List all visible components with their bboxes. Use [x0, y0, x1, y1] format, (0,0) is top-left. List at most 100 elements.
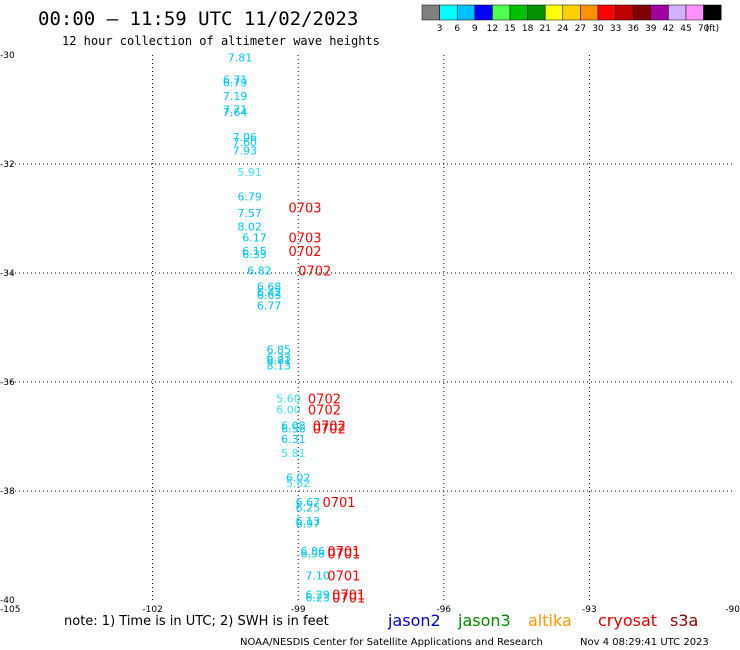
colorbar-label: 21: [539, 24, 550, 34]
colorbar-swatch: [685, 4, 704, 21]
colorbar-unit: (ft): [706, 24, 720, 34]
grid: [7, 55, 735, 600]
colorbar-swatch: [580, 4, 599, 21]
colorbar-swatch: [509, 4, 528, 21]
wave-height-label: 6.33: [267, 351, 292, 364]
y-tick-label: -38: [0, 487, 15, 497]
wave-height-label: 6.79: [223, 76, 248, 89]
colorbar-label: 3: [437, 24, 443, 34]
wave-height-label: 5.62: [286, 477, 311, 490]
x-tick-label: -105: [0, 605, 20, 615]
pass-time-label: 0702: [313, 422, 346, 437]
wave-height-label: 5.81: [281, 447, 306, 460]
legend-entry: jason2: [387, 611, 441, 630]
colorbar-swatch: [703, 4, 722, 21]
wave-height-label: 6.85: [267, 343, 292, 356]
footer-timestamp: Nov 4 08:29:41 UTC 2023: [580, 637, 709, 648]
pass-time-label: 0701: [332, 591, 365, 606]
colorbar-label: 27: [575, 24, 586, 34]
x-tick-label: -90: [725, 605, 740, 615]
x-tick-label: -96: [436, 605, 451, 615]
colorbar-swatch: [632, 4, 652, 21]
y-tick-label: -34: [0, 269, 15, 279]
pass-time-label: 0701: [332, 589, 365, 604]
pass-time-label: 0701: [327, 569, 360, 584]
wave-height-label: 6.86: [301, 545, 326, 558]
wave-height-label: 7.71: [223, 104, 248, 117]
wave-height-label: 6.02: [286, 471, 311, 484]
wave-height-label: 6.17: [242, 232, 267, 245]
wave-height-label: 6.08: [281, 420, 306, 433]
colorbar-label: 15: [504, 24, 515, 34]
colorbar-swatch: [474, 4, 493, 21]
colorbar-label: 36: [627, 24, 639, 34]
legend-entry: jason3: [457, 611, 511, 630]
wave-height-label: 6.97: [296, 518, 321, 531]
wave-height-label: 6.82: [247, 264, 272, 277]
satellite-legend: jason2 jason3 altika cryosat s3a: [387, 611, 698, 630]
colorbar-label: 18: [522, 24, 534, 34]
note-text: note: 1) Time is in UTC; 2) SWH is in fe…: [64, 614, 329, 629]
wave-height-label: 6.23: [305, 591, 330, 604]
wave-height-label: 5.91: [237, 166, 262, 179]
y-tick-label: -30: [0, 51, 15, 61]
wave-height-label: 7.57: [237, 207, 262, 220]
colorbar-swatch: [615, 4, 634, 21]
y-tick-label: -36: [0, 378, 15, 388]
wave-height-label: 7.64: [223, 106, 248, 119]
colorbar-label: 70: [698, 24, 710, 34]
wave-height-label: 6.31: [281, 433, 306, 446]
wave-height-label: 6.79: [237, 191, 262, 204]
colorbar-swatch: [668, 4, 687, 21]
legend-entry: cryosat: [598, 611, 657, 630]
wave-height-label: 7.19: [223, 90, 248, 103]
wave-height-label: 6.35: [242, 248, 267, 261]
axis-ticks: -105 -102 -99 -96 -93 -90 -30 -32 -34 -36 -38 -40: [0, 51, 740, 615]
wave-height-label: 6.77: [257, 300, 282, 313]
wave-height-label: 6.63: [257, 289, 282, 302]
colorbar-swatch: [562, 4, 581, 21]
pass-time-label: 0701: [322, 496, 355, 511]
colorbar-swatch: [439, 4, 458, 21]
pass-time-label: 0702: [288, 245, 321, 260]
wave-height-label: 6.25: [296, 501, 321, 514]
x-tick-label: -93: [582, 605, 597, 615]
wave-height-label: 7.10: [305, 569, 330, 582]
y-tick-label: -40: [0, 596, 15, 606]
pass-time-label: 0702: [308, 403, 341, 418]
y-tick-label: -32: [0, 160, 15, 170]
legend-entry: s3a: [670, 611, 698, 630]
legend-entry: altika: [528, 611, 572, 630]
colorbar-swatch: [597, 4, 616, 21]
colorbar-label: 39: [645, 24, 657, 34]
colorbar-swatch: [544, 4, 564, 21]
wave-height-label: 6.56: [281, 422, 306, 435]
pass-time-label: 0702: [298, 264, 331, 279]
wave-height-label: 7.81: [228, 52, 253, 65]
wave-height-label: 6.13: [296, 515, 321, 528]
x-tick-label: -102: [142, 605, 162, 615]
wave-height-label: 6.00: [276, 403, 301, 416]
wave-height-label: 6.98: [301, 548, 326, 561]
pass-time-label: 0701: [327, 548, 360, 563]
wave-height-label: 6.68: [257, 281, 282, 294]
wave-height-label: 6.81: [267, 354, 292, 367]
colorbar-label: 42: [663, 24, 674, 34]
wave-height-label: 6.29: [305, 589, 330, 602]
colorbar: 3 6 9 12 15 18 21 24 27 30 33 36 39 42 45 70(ft): [421, 4, 722, 34]
x-tick-label: -99: [291, 605, 306, 615]
pass-time-label: 0703: [288, 232, 321, 247]
colorbar-label: 6: [454, 24, 460, 34]
data-points: 7.816.716.797.197.717.647.067.607.935.91…: [223, 52, 330, 605]
wave-height-label: 6.15: [242, 245, 267, 258]
colorbar-label: 12: [487, 24, 498, 34]
chart-subtitle: 12 hour collection of altimeter wave hei…: [62, 34, 380, 48]
pass-labels: 0703070307020702070207020702070207010701…: [288, 202, 365, 607]
wave-height-label: 5.60: [276, 392, 301, 405]
pass-time-label: 0702: [308, 392, 341, 407]
wave-height-label: 6.67: [296, 496, 321, 509]
colorbar-swatch: [650, 4, 669, 21]
wave-height-label: 8.02: [237, 221, 262, 234]
